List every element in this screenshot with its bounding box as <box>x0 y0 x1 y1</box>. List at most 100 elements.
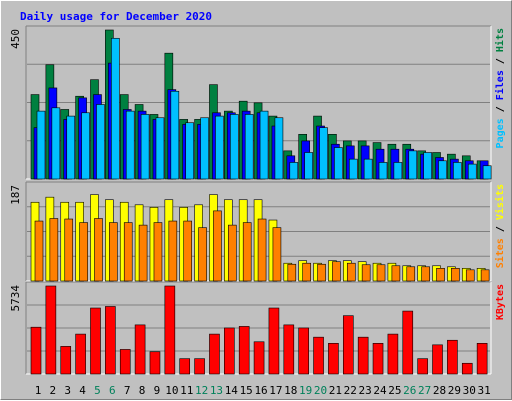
legend-separator: / <box>495 220 506 238</box>
bar-visits-sites-day-3 <box>64 218 74 282</box>
bar-hits-pages-day-16 <box>259 110 269 180</box>
bar-visits-sites-day-25 <box>391 265 401 282</box>
bar-hits-pages-day-11 <box>185 122 195 180</box>
bar-hits-pages-day-23 <box>363 158 373 180</box>
x-tick-label-day-26: 26 <box>403 384 416 397</box>
bar-hits-pages-day-7 <box>125 110 135 180</box>
bar-kbytes-kbytes-day-4 <box>75 333 86 375</box>
bar-hits-pages-day-6 <box>111 37 120 180</box>
legend-separator: / <box>495 100 506 118</box>
bar-kbytes-kbytes-day-12 <box>194 358 205 375</box>
bar-kbytes-kbytes-day-10 <box>164 285 176 375</box>
bar-hits-pages-day-31 <box>482 165 492 180</box>
bar-hits-pages-day-8 <box>140 114 150 180</box>
x-tick-label-day-15: 15 <box>240 384 253 397</box>
bar-hits-pages-day-12 <box>200 117 209 180</box>
bar-kbytes-kbytes-day-2 <box>45 285 57 375</box>
legend-label-hits: Hits <box>494 28 506 52</box>
bar-kbytes-kbytes-day-24 <box>372 343 384 375</box>
x-tick-label-day-18: 18 <box>284 384 297 397</box>
panel-visits-scale-label: 187 <box>9 185 22 205</box>
bar-kbytes-kbytes-day-7 <box>119 349 131 375</box>
legend-label-pages: Pages <box>495 118 506 148</box>
bar-visits-sites-day-9 <box>153 222 163 282</box>
bar-hits-pages-day-26 <box>408 150 418 180</box>
x-tick-label-day-3: 3 <box>64 384 71 397</box>
bar-kbytes-kbytes-day-27 <box>417 358 428 375</box>
x-tick-label-day-25: 25 <box>388 384 401 397</box>
bar-kbytes-kbytes-day-26 <box>402 310 414 375</box>
bar-visits-sites-day-2 <box>49 218 59 282</box>
legend-label-kbytes: KBytes <box>495 284 506 320</box>
bar-visits-sites-day-22 <box>346 262 356 282</box>
bar-visits-sites-day-1 <box>34 220 44 282</box>
x-tick-label-day-7: 7 <box>124 384 131 397</box>
bar-hits-pages-day-27 <box>423 152 432 180</box>
bar-visits-sites-day-16 <box>257 218 267 282</box>
legend-label-visits: Visits <box>494 184 506 220</box>
x-tick-label-day-10: 10 <box>165 384 178 397</box>
x-tick-label-day-11: 11 <box>180 384 193 397</box>
x-tick-label-day-29: 29 <box>448 384 461 397</box>
bar-visits-sites-day-19 <box>302 262 311 282</box>
bar-kbytes-kbytes-day-19 <box>298 327 309 375</box>
bar-hits-pages-day-18 <box>289 162 299 180</box>
x-tick-label-day-16: 16 <box>254 384 267 397</box>
x-tick-label-day-17: 17 <box>269 384 282 397</box>
bar-kbytes-kbytes-day-5 <box>90 307 101 375</box>
bar-hits-pages-day-24 <box>378 162 388 180</box>
bar-visits-sites-day-17 <box>272 227 282 282</box>
bar-kbytes-kbytes-day-14 <box>224 327 235 375</box>
x-tick-label-day-21: 21 <box>329 384 342 397</box>
x-tick-label-day-30: 30 <box>463 384 476 397</box>
bar-visits-sites-day-12 <box>198 227 207 282</box>
legend-label-files: Files <box>494 70 506 100</box>
bar-visits-sites-day-8 <box>138 224 148 282</box>
bar-visits-sites-day-20 <box>317 263 326 282</box>
bar-kbytes-kbytes-day-22 <box>342 315 354 375</box>
x-tick-label-day-22: 22 <box>344 384 357 397</box>
bar-visits-sites-day-30 <box>465 269 475 282</box>
x-tick-label-day-27: 27 <box>418 384 431 397</box>
bar-kbytes-kbytes-day-17 <box>268 307 280 375</box>
bar-kbytes-kbytes-day-30 <box>461 362 473 375</box>
bar-kbytes-kbytes-day-13 <box>209 333 220 375</box>
x-tick-label-day-24: 24 <box>373 384 387 397</box>
bar-kbytes-kbytes-day-31 <box>476 343 488 375</box>
bar-kbytes-kbytes-day-29 <box>447 339 458 375</box>
bar-hits-pages-day-20 <box>319 127 328 180</box>
bar-visits-sites-day-24 <box>376 264 386 282</box>
panel-hits-legend: Pages / Files / Hits <box>494 28 506 148</box>
x-tick-label-day-23: 23 <box>359 384 372 397</box>
bar-kbytes-kbytes-day-6 <box>105 306 116 375</box>
panel-hits-scale-label: 450 <box>9 29 22 49</box>
bar-visits-sites-day-4 <box>79 222 88 282</box>
bar-kbytes-kbytes-day-16 <box>253 341 265 375</box>
bar-kbytes-kbytes-day-20 <box>313 336 324 375</box>
x-tick-label-day-20: 20 <box>314 384 327 397</box>
x-tick-label-day-9: 9 <box>154 384 161 397</box>
panel-kbytes-legend: KBytes <box>495 284 506 320</box>
bar-hits-pages-day-4 <box>81 112 90 180</box>
bar-hits-pages-day-30 <box>467 163 477 180</box>
bar-kbytes-kbytes-day-1 <box>30 326 42 375</box>
bar-visits-sites-day-29 <box>451 267 460 282</box>
bar-kbytes-kbytes-day-11 <box>179 358 191 375</box>
legend-label-sites: Sites <box>494 238 506 268</box>
x-tick-label-day-1: 1 <box>35 384 42 397</box>
bar-visits-sites-day-13 <box>213 210 222 282</box>
x-tick-label-day-14: 14 <box>225 384 239 397</box>
bar-hits-pages-day-5 <box>96 104 105 180</box>
bar-kbytes-kbytes-day-15 <box>238 326 250 375</box>
bar-hits-pages-day-25 <box>393 162 403 180</box>
panel-visits-legend: Sites / Visits <box>494 184 506 268</box>
bar-hits-pages-day-19 <box>304 152 313 180</box>
x-tick-label-day-31: 31 <box>478 384 491 397</box>
bar-visits-sites-day-21 <box>332 261 341 282</box>
bar-visits-sites-day-31 <box>480 269 490 282</box>
bar-kbytes-kbytes-day-9 <box>149 351 161 375</box>
bar-hits-pages-day-2 <box>51 107 61 180</box>
bar-hits-pages-day-28 <box>438 160 447 180</box>
bar-hits-pages-day-29 <box>453 162 462 180</box>
